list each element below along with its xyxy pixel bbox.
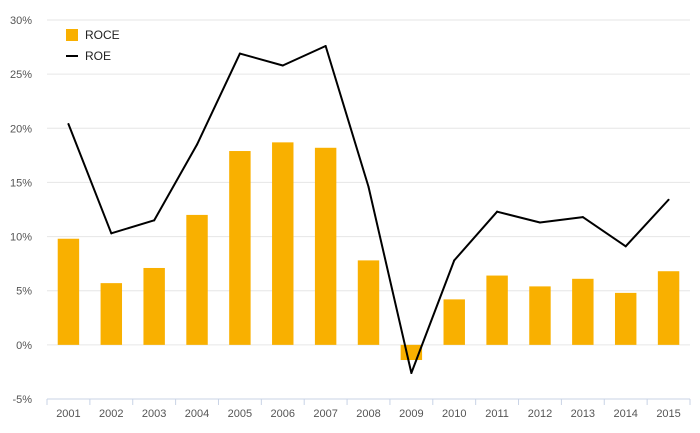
roe-point (410, 372, 413, 375)
x-tick-label: 2009 (399, 408, 423, 420)
x-tick-label: 2014 (613, 408, 637, 420)
roe-point (324, 44, 327, 47)
x-tick-label: 2010 (442, 408, 466, 420)
y-tick-label: 30% (10, 15, 32, 27)
x-tick-label: 2001 (56, 408, 80, 420)
roe-point (624, 245, 627, 248)
x-tick-label: 2007 (313, 408, 337, 420)
roce-bar (443, 299, 465, 345)
x-tick-label: 2003 (142, 408, 166, 420)
roce-bar (272, 142, 294, 345)
roe-point (496, 210, 499, 213)
roe-point (281, 64, 284, 67)
x-tick-label: 2004 (185, 408, 209, 420)
x-tick-label: 2015 (656, 408, 680, 420)
x-tick-label: 2011 (485, 408, 509, 420)
y-tick-label: -5% (12, 394, 32, 406)
roe-point (110, 232, 113, 235)
y-tick-label: 15% (10, 177, 32, 189)
roce-bar (486, 275, 508, 345)
roce-bar (186, 214, 208, 345)
roce-bar (657, 271, 680, 345)
roe-point (153, 219, 156, 222)
line-series (67, 44, 670, 375)
legend: ROCE ROE (66, 28, 120, 63)
legend-swatch-roce (66, 29, 78, 41)
roce-bar (529, 286, 551, 345)
x-tick-label: 2012 (528, 408, 552, 420)
roe-point (538, 221, 541, 224)
roe-point (238, 52, 241, 55)
x-tick-label: 2002 (99, 408, 123, 420)
roe-point (581, 216, 584, 219)
roe-point (67, 122, 70, 125)
y-tick-label: 10% (10, 232, 32, 244)
y-tick-label: 0% (16, 340, 32, 352)
roce-bar (100, 283, 123, 345)
x-tick-label: 2006 (271, 408, 295, 420)
y-tick-label: 25% (10, 69, 32, 81)
roe-point (196, 143, 199, 146)
x-tick-label: 2008 (356, 408, 380, 420)
x-axis-ticks: 2001 2002 2003 2004 2005 2006 2007 2008 2009 2010… (56, 408, 681, 420)
roce-bar (314, 147, 337, 345)
x-axis (46, 398, 691, 405)
y-tick-label: 20% (10, 123, 32, 135)
x-tick-label: 2005 (228, 408, 252, 420)
roe-point (667, 198, 670, 201)
roce-bar (229, 151, 251, 345)
bar-series (57, 142, 680, 361)
roce-bar (57, 238, 80, 345)
roce-bar (572, 278, 594, 345)
roe-point (453, 259, 456, 262)
legend-label-roe: ROE (85, 49, 111, 63)
roce-bar (143, 267, 165, 345)
roe-point (367, 185, 370, 188)
legend-label-roce: ROCE (85, 28, 120, 42)
y-tick-label: 5% (16, 286, 32, 298)
roce-bar (614, 292, 637, 345)
y-axis-ticks: -5% 0% 5% 10% 15% 20% 25% 30% (10, 15, 32, 406)
x-tick-label: 2013 (571, 408, 595, 420)
roce-bar (357, 260, 380, 345)
